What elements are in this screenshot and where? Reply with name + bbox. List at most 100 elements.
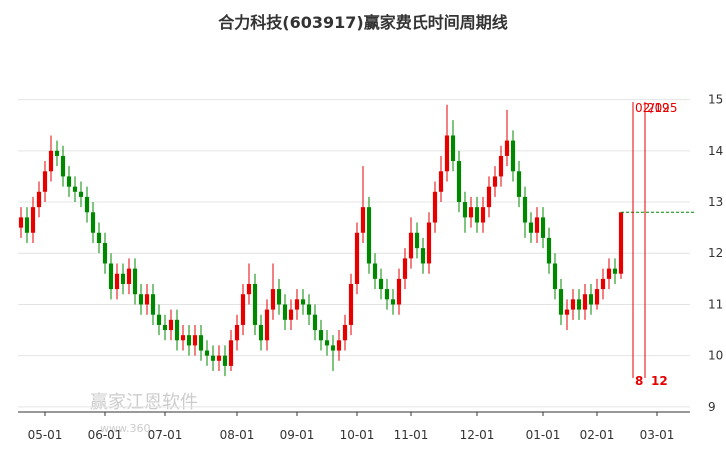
candle-body bbox=[234, 324, 240, 341]
candle-body bbox=[216, 355, 222, 361]
x-tick-label: 02-01 bbox=[580, 428, 615, 442]
candle-body bbox=[330, 345, 336, 351]
candle-body bbox=[336, 340, 342, 351]
time-line-bottom: 12 bbox=[651, 374, 668, 388]
candle-body bbox=[162, 324, 168, 331]
candle-body bbox=[168, 319, 174, 331]
candle-body bbox=[474, 207, 480, 223]
candle-body bbox=[348, 283, 354, 325]
candle-body bbox=[150, 294, 156, 315]
candle-body bbox=[414, 232, 420, 249]
candle-body bbox=[450, 135, 456, 162]
candle-body bbox=[192, 335, 198, 346]
x-tick-label: 03-01 bbox=[640, 428, 675, 442]
candle-body bbox=[606, 268, 612, 279]
candle-body bbox=[114, 273, 120, 290]
candle-body bbox=[30, 207, 36, 233]
candle-body bbox=[258, 324, 264, 341]
watermark-url: www.360... bbox=[100, 422, 161, 435]
y-tick-label: 10 bbox=[708, 349, 723, 363]
candle-body bbox=[552, 263, 558, 290]
candle-body bbox=[210, 355, 216, 361]
candle-body bbox=[576, 299, 582, 310]
candle-body bbox=[558, 289, 564, 315]
candle-body bbox=[42, 171, 48, 192]
y-tick-label: 9 bbox=[708, 400, 716, 414]
candle-body bbox=[444, 135, 450, 172]
candle-body bbox=[486, 186, 492, 208]
x-tick-label: 07-01 bbox=[148, 428, 183, 442]
time-line-top: 2025 bbox=[647, 101, 678, 115]
candle-body bbox=[264, 309, 270, 341]
candle-body bbox=[18, 217, 24, 228]
candle-body bbox=[180, 335, 186, 341]
x-tick-label: 05-01 bbox=[28, 428, 63, 442]
time-line-bottom: 8 bbox=[635, 374, 643, 388]
candle-body bbox=[342, 324, 348, 341]
candle-body bbox=[198, 335, 204, 351]
candle-body bbox=[402, 258, 408, 279]
candle-body bbox=[252, 283, 258, 325]
candle-body bbox=[24, 217, 30, 233]
candle-body bbox=[426, 222, 432, 264]
candle-body bbox=[48, 150, 54, 172]
candle-body bbox=[138, 294, 144, 305]
candle-body bbox=[612, 268, 618, 274]
candle-body bbox=[90, 212, 96, 233]
candle-body bbox=[270, 289, 276, 310]
candle-body bbox=[384, 289, 390, 300]
candle-body bbox=[318, 330, 324, 341]
candle-body bbox=[492, 176, 498, 187]
y-tick-label: 11 bbox=[708, 297, 723, 311]
candle-body bbox=[540, 217, 546, 238]
candle-body bbox=[570, 299, 576, 310]
candle-body bbox=[60, 155, 66, 177]
candle-body bbox=[312, 314, 318, 331]
candle-body bbox=[126, 268, 132, 284]
candle-body bbox=[546, 237, 552, 264]
candle-body bbox=[372, 263, 378, 279]
candle-body bbox=[96, 232, 102, 243]
candle-body bbox=[306, 304, 312, 315]
candle-body bbox=[366, 207, 372, 264]
candle-body bbox=[420, 248, 426, 264]
candle-body bbox=[462, 202, 468, 218]
candle-body bbox=[522, 196, 528, 223]
candle-body bbox=[390, 299, 396, 305]
candle-body bbox=[204, 350, 210, 356]
y-tick-label: 13 bbox=[708, 195, 723, 209]
candle-body bbox=[66, 176, 72, 187]
candle-body bbox=[324, 340, 330, 346]
candle-body bbox=[174, 319, 180, 341]
candle-body bbox=[582, 294, 588, 310]
candle-body bbox=[222, 355, 228, 366]
candle-body bbox=[240, 294, 246, 325]
y-tick-label: 12 bbox=[708, 246, 723, 260]
candle-body bbox=[54, 150, 60, 156]
candle-body bbox=[78, 191, 84, 197]
candle-body bbox=[564, 309, 570, 315]
watermark: 赢家江恩软件 bbox=[90, 391, 198, 413]
x-tick-label: 06-01 bbox=[88, 428, 123, 442]
x-tick-label: 12-01 bbox=[460, 428, 495, 442]
candle-body bbox=[246, 283, 252, 295]
candle-body bbox=[498, 155, 504, 177]
candle-body bbox=[102, 243, 108, 264]
candle-body bbox=[504, 140, 510, 156]
x-tick-label: 01-01 bbox=[526, 428, 561, 442]
candle-body bbox=[282, 304, 288, 320]
candle-body bbox=[600, 278, 606, 290]
candle-body bbox=[156, 314, 162, 325]
x-tick-label: 09-01 bbox=[280, 428, 315, 442]
x-tick-label: 08-01 bbox=[220, 428, 255, 442]
candle-body bbox=[510, 140, 516, 172]
y-tick-label: 15 bbox=[708, 93, 723, 107]
y-tick-label: 14 bbox=[708, 144, 723, 158]
candle-body bbox=[408, 232, 414, 259]
candle-body bbox=[186, 335, 192, 346]
candle-body bbox=[276, 289, 282, 305]
candle-body bbox=[354, 232, 360, 284]
candle-body bbox=[456, 161, 462, 203]
candle-body bbox=[360, 207, 366, 233]
